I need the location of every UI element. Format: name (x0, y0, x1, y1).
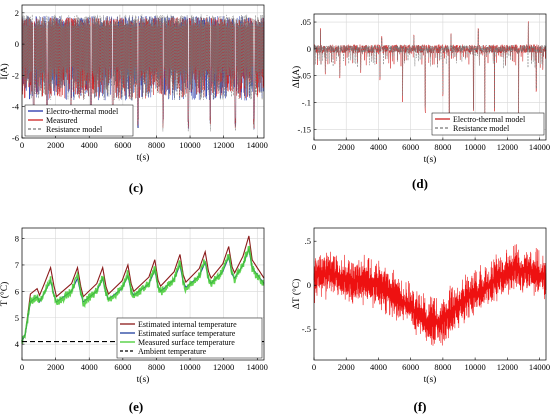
ytick-label-f-1: 0 (307, 280, 311, 290)
xtick-label-e-2: 4000 (81, 362, 98, 372)
xtick-label-c-6: 12000 (213, 140, 234, 150)
xtick-label-f-0: 0 (312, 362, 316, 372)
y-axis-label-d: ΔI(A) (291, 66, 302, 88)
ytick-label-c-1: -4 (12, 102, 20, 112)
legend-label-e-3: Ambient temperature (138, 347, 207, 356)
chart-panel-f: 0 2000 4000 6000 8000 10000 12000 14000 -.5 0 .5 t(… (291, 227, 550, 385)
xtick-label-f-7: 14000 (529, 362, 550, 372)
legend-label-d-0: Electro-thermal model (453, 115, 526, 124)
legend-label-e-1: Estimated surface temperature (138, 329, 236, 338)
series-line-e-2 (21, 245, 265, 344)
panel-label-f: (f) (414, 399, 427, 414)
axes-frame-d (313, 13, 547, 141)
ytick-label-f-0: -.5 (302, 324, 311, 334)
x-axis-label-d: t(s) (424, 154, 437, 165)
panel-label-e: (e) (129, 399, 143, 414)
legend-label-c-1: Measured (46, 116, 78, 125)
series-line-d-1 (313, 23, 547, 124)
xtick-label-e-3: 6000 (114, 362, 131, 372)
xtick-label-c-0: 0 (20, 140, 24, 150)
xtick-label-f-1: 2000 (338, 362, 355, 372)
xtick-label-e-6: 12000 (213, 362, 234, 372)
panel-label-c: (c) (129, 180, 143, 195)
legend-box-d (431, 112, 545, 136)
xtick-label-d-5: 10000 (464, 142, 485, 152)
legend-label-e-2: Measured surface temperature (138, 338, 235, 347)
ytick-label-d-1: -.1 (302, 97, 311, 107)
y-axis-label-e: T (°C) (0, 282, 10, 306)
ytick-label-e-4: 8 (15, 234, 19, 244)
xtick-label-c-3: 6000 (114, 140, 131, 150)
x-axis-label-f: t(s) (424, 374, 437, 385)
x-axis-label-e: t(s) (137, 374, 150, 385)
ytick-label-e-3: 7 (15, 260, 19, 270)
ytick-label-d-0: -.15 (298, 124, 311, 134)
y-axis-label-c: I(A) (0, 63, 10, 79)
ytick-label-d-3: 0 (307, 44, 311, 54)
chart-panel-e: 0 2000 4000 6000 8000 10000 12000 14000 4 5 6 7 8 t(s… (0, 227, 268, 385)
xtick-label-e-0: 0 (20, 362, 24, 372)
chart-panel-d: 0 2000 4000 6000 8000 10000 12000 14000 -.15 -.1 -… (291, 13, 550, 165)
legend-label-d-1: Resistance model (453, 124, 510, 133)
xtick-label-d-2: 4000 (370, 142, 387, 152)
series-line-c-2 (21, 14, 265, 132)
axes-frame-c (21, 4, 265, 139)
legend-box-e (116, 317, 263, 359)
xtick-label-d-7: 14000 (529, 142, 550, 152)
ytick-label-c-4: 2 (15, 8, 19, 18)
xtick-label-e-7: 14000 (247, 362, 268, 372)
xtick-label-c-7: 14000 (247, 140, 268, 150)
ytick-label-f-2: .5 (305, 236, 311, 246)
xtick-label-d-4: 8000 (434, 142, 451, 152)
xtick-label-d-1: 2000 (338, 142, 355, 152)
xtick-label-d-6: 12000 (497, 142, 518, 152)
panel-label-d: (d) (412, 176, 428, 191)
axes-frame-e (21, 227, 265, 361)
ytick-label-c-0: -6 (12, 133, 19, 143)
axes-frame-f (313, 227, 547, 361)
legend-label-c-0: Electro-thermal model (46, 107, 119, 116)
x-axis-label-c: t(s) (137, 152, 150, 163)
xtick-label-f-5: 10000 (464, 362, 485, 372)
xtick-label-f-4: 8000 (434, 362, 451, 372)
ytick-label-c-3: 0 (15, 39, 19, 49)
xtick-label-c-4: 8000 (148, 140, 165, 150)
xtick-label-c-5: 10000 (179, 140, 200, 150)
xtick-label-e-1: 2000 (47, 362, 64, 372)
xtick-label-d-3: 6000 (402, 142, 419, 152)
ytick-label-d-4: .05 (300, 17, 311, 27)
ytick-label-e-1: 5 (15, 313, 19, 323)
xtick-label-e-5: 10000 (179, 362, 200, 372)
y-axis-label-f: ΔT (°C) (291, 279, 302, 310)
xtick-label-c-2: 4000 (81, 140, 98, 150)
chart-panel-c: 0 2000 4000 6000 8000 10000 12000 14000 -6 -4 -2 0 2… (0, 4, 268, 163)
ytick-label-c-2: -2 (12, 70, 19, 80)
series-line-f-0 (313, 244, 547, 346)
xtick-label-f-3: 6000 (402, 362, 419, 372)
legend-label-c-2: Resistance model (46, 125, 103, 134)
xtick-label-d-0: 0 (312, 142, 316, 152)
legend-label-e-0: Estimated internal temperature (138, 320, 237, 329)
xtick-label-f-6: 12000 (497, 362, 518, 372)
ytick-label-e-0: 4 (15, 339, 20, 349)
ytick-label-d-2: -.05 (298, 71, 311, 81)
xtick-label-f-2: 4000 (370, 362, 387, 372)
xtick-label-e-4: 8000 (148, 362, 165, 372)
ytick-label-e-2: 6 (15, 286, 19, 296)
xtick-label-c-1: 2000 (47, 140, 64, 150)
series-line-e-0 (21, 235, 265, 342)
